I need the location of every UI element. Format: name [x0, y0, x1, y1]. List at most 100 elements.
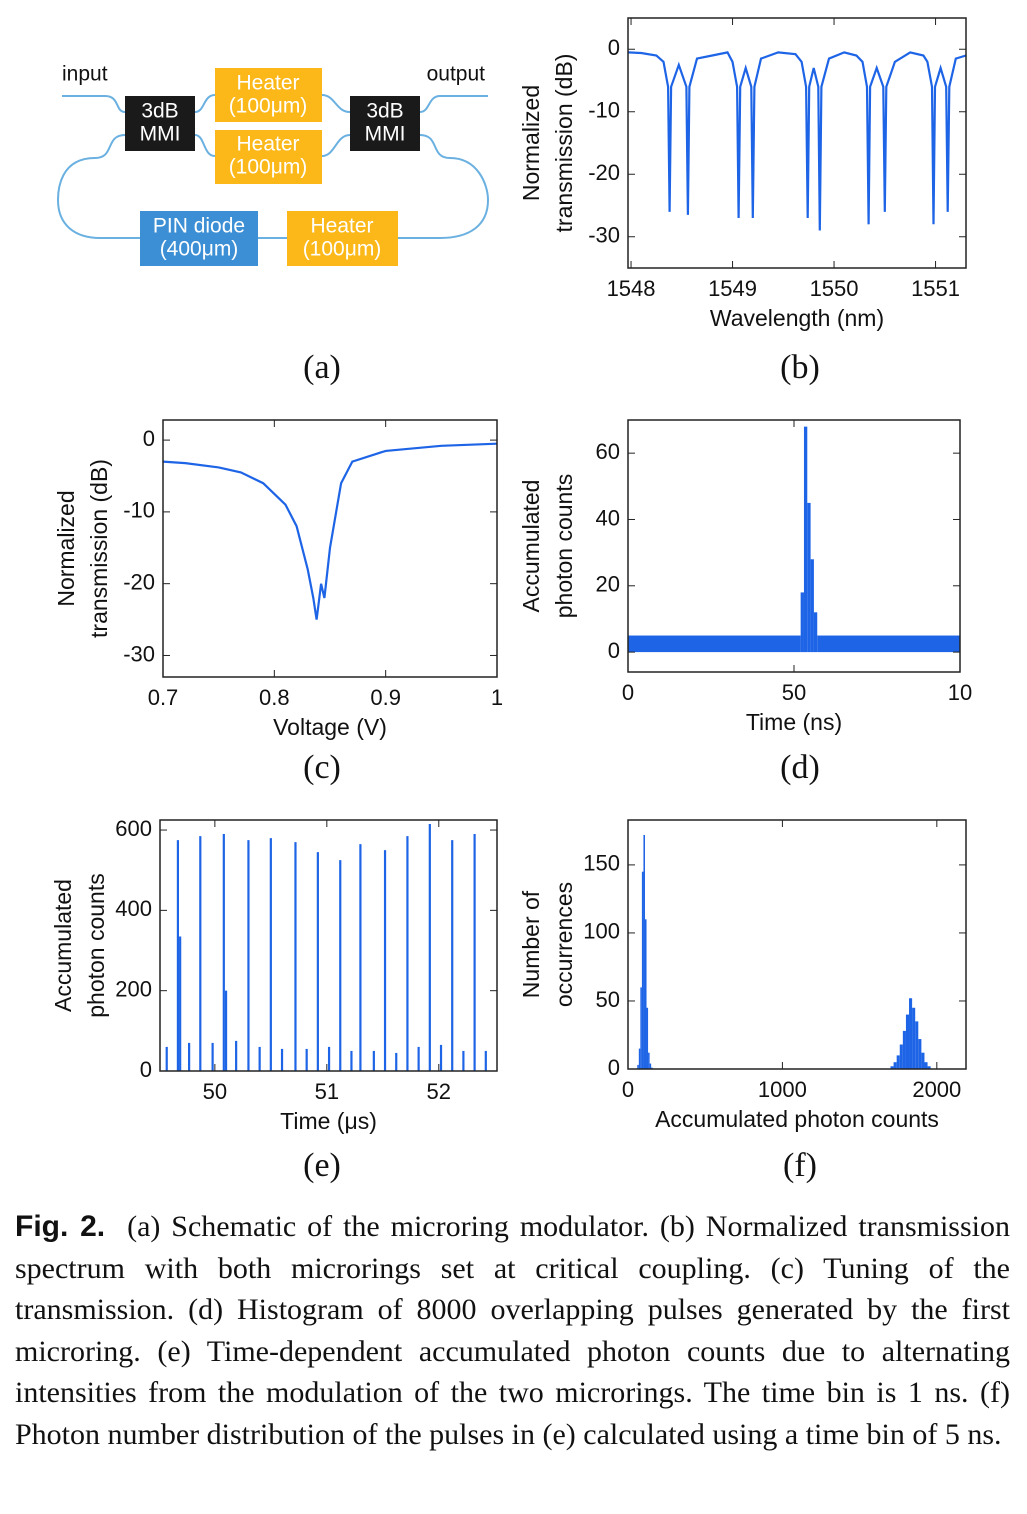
x-axis-label: Time (μs) [280, 1108, 377, 1134]
block-text: Heater [236, 133, 299, 156]
x-tick-label: 1 [491, 685, 503, 710]
figure: input output 3dB MMI Heater (100μm) Heat… [50, 17, 972, 1184]
y-tick-label: 150 [583, 851, 620, 876]
y-tick-label: 100 [583, 919, 620, 944]
input-label: input [62, 63, 108, 86]
x-axis-label: Wavelength (nm) [710, 305, 884, 331]
x-tick-label: 0 [622, 680, 634, 705]
histogram-bar [643, 834, 645, 1069]
axes-frame [627, 17, 967, 269]
histogram-bar [927, 1066, 931, 1069]
waveguide [194, 94, 216, 113]
histogram-bar [644, 919, 647, 1069]
histogram-bar [918, 1039, 922, 1069]
caption-label: Fig. 2. [15, 1210, 106, 1243]
y-axis-label: Accumulated [50, 879, 76, 1012]
pin-diode-block [140, 211, 258, 266]
histogram-bar [649, 1063, 652, 1069]
y-tick-label: -20 [123, 569, 155, 594]
block-text: (100μm) [229, 95, 308, 118]
y-tick-label: 50 [596, 987, 620, 1012]
y-axis-label: Normalized [53, 490, 79, 606]
block-text: 3dB [141, 100, 178, 123]
histogram-bar [893, 1062, 897, 1069]
schematic [56, 94, 490, 239]
histogram-bar [896, 1055, 900, 1069]
output-label: output [427, 63, 486, 86]
panel-label: (f) [783, 1147, 817, 1184]
x-tick-label: 50 [782, 680, 806, 705]
x-tick-label: 0.8 [259, 685, 290, 710]
histogram-bar [905, 1014, 910, 1069]
panel-label: (b) [780, 349, 820, 386]
histogram-bar [902, 1030, 906, 1069]
histogram-bar [638, 1048, 641, 1069]
y-tick-label: -10 [588, 98, 620, 123]
histogram-bar [813, 612, 818, 653]
x-tick-label: 0 [622, 1077, 634, 1102]
x-tick-label: 1548 [607, 276, 656, 301]
x-axis-label: Time (ns) [746, 709, 842, 735]
histogram-bar [800, 592, 804, 653]
block-text: (400μm) [160, 238, 239, 261]
waveguide [321, 134, 351, 157]
waveguide [194, 134, 216, 157]
waveguide [398, 134, 490, 239]
y-tick-label: 0 [608, 638, 620, 663]
y-axis-label: transmission (dB) [551, 54, 577, 233]
histogram-bar [807, 502, 811, 653]
x-tick-label: 1551 [911, 276, 960, 301]
block-text: Heater [236, 72, 299, 95]
y-tick-label: 0 [143, 426, 155, 451]
histogram-bar [909, 998, 913, 1069]
panel-label: (c) [303, 749, 341, 786]
x-tick-label: 0.9 [370, 685, 401, 710]
waveguide [419, 95, 488, 113]
x-tick-label: 1549 [708, 276, 757, 301]
panel-label: (d) [780, 749, 820, 786]
y-tick-label: 20 [596, 572, 620, 597]
y-axis-label: Accumulated [518, 480, 544, 613]
y-axis-label: photon counts [83, 873, 109, 1018]
block-text: (100μm) [229, 156, 308, 179]
histogram-bar [921, 1052, 925, 1069]
y-axis-label: photon counts [551, 474, 577, 619]
waveguide [321, 94, 351, 113]
data-line [162, 442, 498, 620]
histogram-bar [646, 1007, 649, 1069]
mmi-block [125, 96, 195, 151]
x-tick-label: 2000 [912, 1077, 961, 1102]
caption: Fig. 2. (a) Schematic of the microring mo… [15, 1206, 1010, 1455]
data-line [627, 51, 967, 231]
histogram-bar [641, 871, 644, 1069]
heater-block [287, 211, 398, 266]
y-tick-label: -20 [588, 160, 620, 185]
x-tick-label: 0.7 [148, 685, 179, 710]
histogram-bar [924, 1062, 928, 1069]
caption-text: (a) Schematic of the microring modulator… [15, 1210, 1010, 1451]
histogram-bar [915, 1021, 919, 1069]
x-tick-label: 50 [203, 1079, 227, 1104]
histogram-bar [640, 987, 642, 1069]
histogram-bar [810, 559, 814, 653]
block-text: PIN diode [153, 215, 245, 238]
histogram-bar [628, 635, 801, 653]
axes-frame [159, 819, 498, 1072]
heater-block [215, 68, 322, 122]
block-text: MMI [140, 123, 181, 146]
y-tick-label: 0 [608, 1055, 620, 1080]
histogram-bar [890, 1066, 894, 1069]
block-text: Heater [310, 215, 373, 238]
mmi-block [350, 96, 420, 151]
x-tick-label: 1000 [758, 1077, 807, 1102]
waveguide [56, 134, 140, 239]
y-axis-label: Number of [518, 890, 544, 998]
y-tick-label: 400 [115, 896, 152, 921]
x-tick-label: 52 [427, 1079, 451, 1104]
y-axis-label: Normalized [518, 85, 544, 201]
waveguide [62, 95, 126, 113]
y-tick-label: 600 [115, 816, 152, 841]
x-tick-label: 10 [948, 680, 972, 705]
histogram-bar [899, 1044, 903, 1069]
